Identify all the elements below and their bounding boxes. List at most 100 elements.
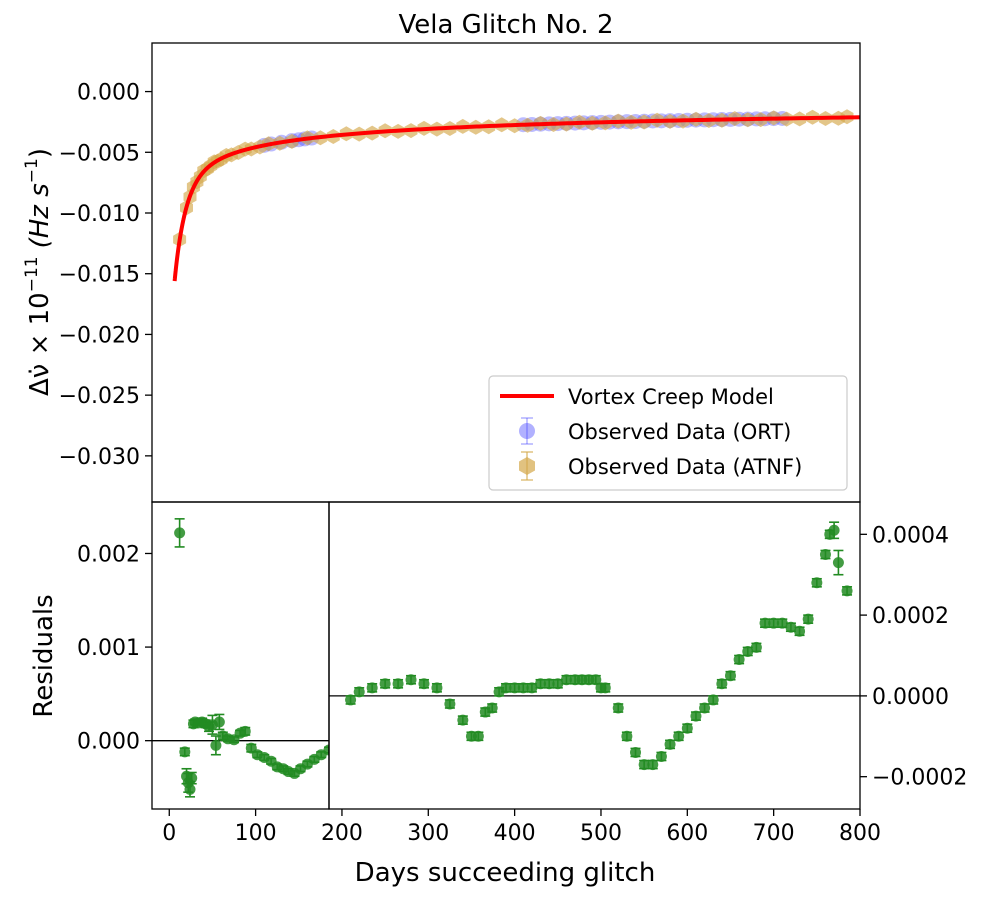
vortex-creep-model-line [172,115,860,282]
br-residual-point [418,678,430,690]
top-ytick-label: −0.015 [59,263,140,288]
br-residual-point [560,674,572,686]
xtick-label: 500 [580,821,622,846]
br-residual-point [500,682,512,694]
br-ytick-label: 0.0002 [872,604,949,629]
br-marker [599,682,611,694]
br-marker [552,678,564,690]
bl-marker [184,783,196,795]
br-residual-point [526,682,538,694]
br-residual-point [630,746,642,758]
br-residual-point [552,678,564,690]
br-residual-point [819,549,831,561]
bottom-right-residual-points [345,521,853,771]
br-marker [690,710,702,722]
br-residual-point [841,585,853,597]
br-marker [543,678,555,690]
br-marker [638,759,650,771]
residuals-axis-label: Residuals [29,594,59,717]
legend-ort-swatch [519,417,535,445]
xtick-label: 400 [494,821,536,846]
br-residual-point [802,613,814,625]
br-marker [647,759,659,771]
br-residual-point [664,738,676,750]
bl-residual-point [174,518,186,548]
br-residual-point [750,641,762,653]
ylabel-main: Δν̇ × 10 [25,292,55,396]
top-ytick-label: −0.005 [59,141,140,166]
br-marker [630,746,642,758]
br-residual-point [621,730,633,742]
br-marker [444,698,456,710]
br-marker [655,750,667,762]
br-marker [366,682,378,694]
top-y-ticks: 0.000 −0.005 −0.010 −0.015 −0.020 −0.025 −0.03… [59,81,152,470]
br-residual-point [590,674,602,686]
x-axis-label: Days succeeding glitch [355,858,656,888]
br-residual-point [444,698,456,710]
chart-title: Vela Glitch No. 2 [399,10,614,40]
br-marker [673,730,685,742]
br-residual-point [392,678,404,690]
xtick-label: 800 [839,821,881,846]
top-ytick-label: −0.030 [59,445,140,470]
br-residual-point [509,682,521,694]
br-ytick-label: 0.0000 [872,685,949,710]
ylabel-close: ) [25,148,55,158]
br-residual-point [742,645,754,657]
br-residual-point [379,678,391,690]
bl-residual-point [179,746,191,758]
br-marker [612,702,624,714]
atnf-points [173,109,854,247]
br-residual-point [828,521,840,540]
bl-marker [213,716,225,728]
br-marker [733,654,745,666]
br-residual-point [543,678,555,690]
br-marker [828,524,840,536]
top-ytick-label: −0.020 [59,323,140,348]
br-marker [560,674,572,686]
br-marker [392,678,404,690]
br-marker [621,730,633,742]
br-marker [590,674,602,686]
br-marker [785,621,797,633]
bl-marker [179,746,191,758]
br-marker [405,674,417,686]
xtick-label: 0 [162,821,176,846]
bl-marker [323,744,329,756]
bottom-right-panel: −0.0002 0.0000 0.0002 0.0004 [328,501,967,810]
br-marker [794,625,806,637]
br-residual-point [768,617,780,629]
br-marker [486,702,498,714]
br-residual-point [690,710,702,722]
top-ytick-label: −0.025 [59,384,140,409]
br-residual-point [733,654,745,666]
br-marker [699,702,711,714]
top-y-axis-label: Δν̇ × 10−11 (Hz s−1) [22,148,55,396]
br-marker [500,682,512,694]
top-ytick-label: 0.000 [77,81,140,106]
br-residual-point [794,625,806,637]
br-marker [742,645,754,657]
legend-atnf-swatch [519,451,535,481]
bl-marker [186,772,198,784]
br-residual-point [517,682,529,694]
br-residual-point [353,686,365,698]
br-marker [509,682,521,694]
ylabel-units-exp: −1 [22,158,42,183]
bl-marker [239,725,251,737]
br-residual-point [405,674,417,686]
br-marker [431,682,443,694]
bl-ytick-label: 0.002 [77,542,140,567]
br-residual-point [431,682,443,694]
br-marker [716,678,728,690]
br-residual-point [345,694,357,706]
br-marker [832,557,844,569]
br-residual-point [699,702,711,714]
br-residual-point [673,730,685,742]
br-residual-point [486,702,498,714]
bl-residual-point [331,740,342,751]
br-marker [345,694,357,706]
ylabel-exp: −11 [22,256,42,292]
